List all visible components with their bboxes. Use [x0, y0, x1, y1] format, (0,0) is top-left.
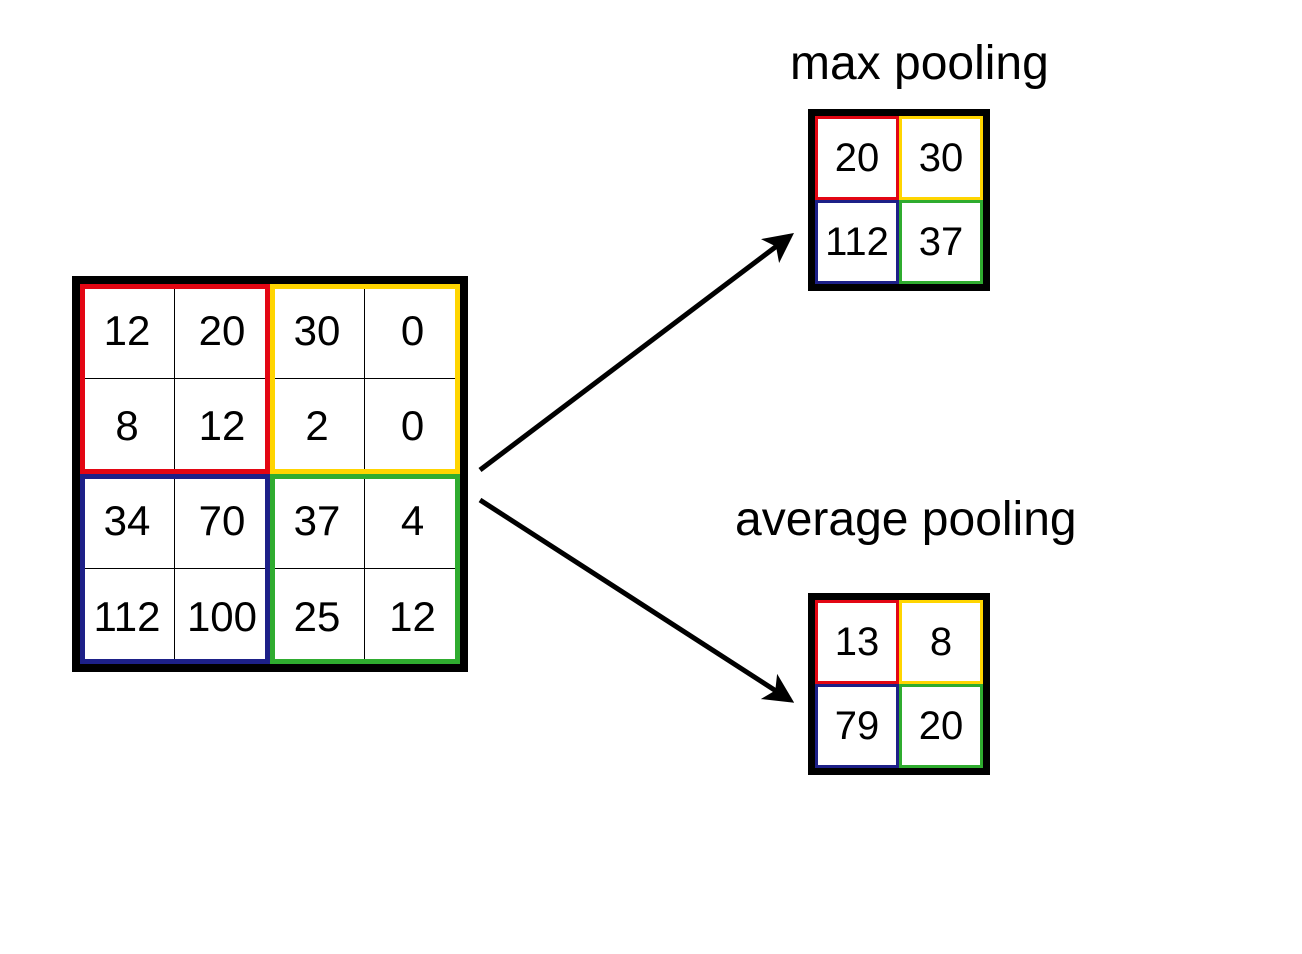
- max-cell: 112: [815, 200, 899, 284]
- input-cell: 12: [80, 284, 175, 379]
- input-cell: 70: [175, 474, 270, 569]
- max-cell: 37: [899, 200, 983, 284]
- input-cell: 30: [270, 284, 365, 379]
- input-cell: 12: [365, 569, 460, 664]
- avg-cell: 13: [815, 600, 899, 684]
- max-pooling-title: max pooling: [790, 36, 1049, 91]
- avg-cell: 20: [899, 684, 983, 768]
- average-pooling-matrix: 1387920: [815, 600, 983, 768]
- pooling-diagram: 12203008122034703741121002512 max poolin…: [0, 0, 1302, 954]
- arrow-to-max: [480, 236, 790, 470]
- input-cell: 37: [270, 474, 365, 569]
- input-cell: 25: [270, 569, 365, 664]
- avg-cell: 79: [815, 684, 899, 768]
- input-cell: 8: [80, 379, 175, 474]
- max-cell: 20: [815, 116, 899, 200]
- input-matrix: 12203008122034703741121002512: [80, 284, 460, 664]
- input-cell: 100: [175, 569, 270, 664]
- input-cell: 4: [365, 474, 460, 569]
- input-cell: 2: [270, 379, 365, 474]
- avg-cell: 8: [899, 600, 983, 684]
- input-cell: 112: [80, 569, 175, 664]
- input-cell: 0: [365, 284, 460, 379]
- input-cell: 0: [365, 379, 460, 474]
- max-pooling-matrix: 203011237: [815, 116, 983, 284]
- max-cell: 30: [899, 116, 983, 200]
- input-cell: 20: [175, 284, 270, 379]
- input-cell: 12: [175, 379, 270, 474]
- input-cell: 34: [80, 474, 175, 569]
- average-pooling-title: average pooling: [735, 492, 1077, 547]
